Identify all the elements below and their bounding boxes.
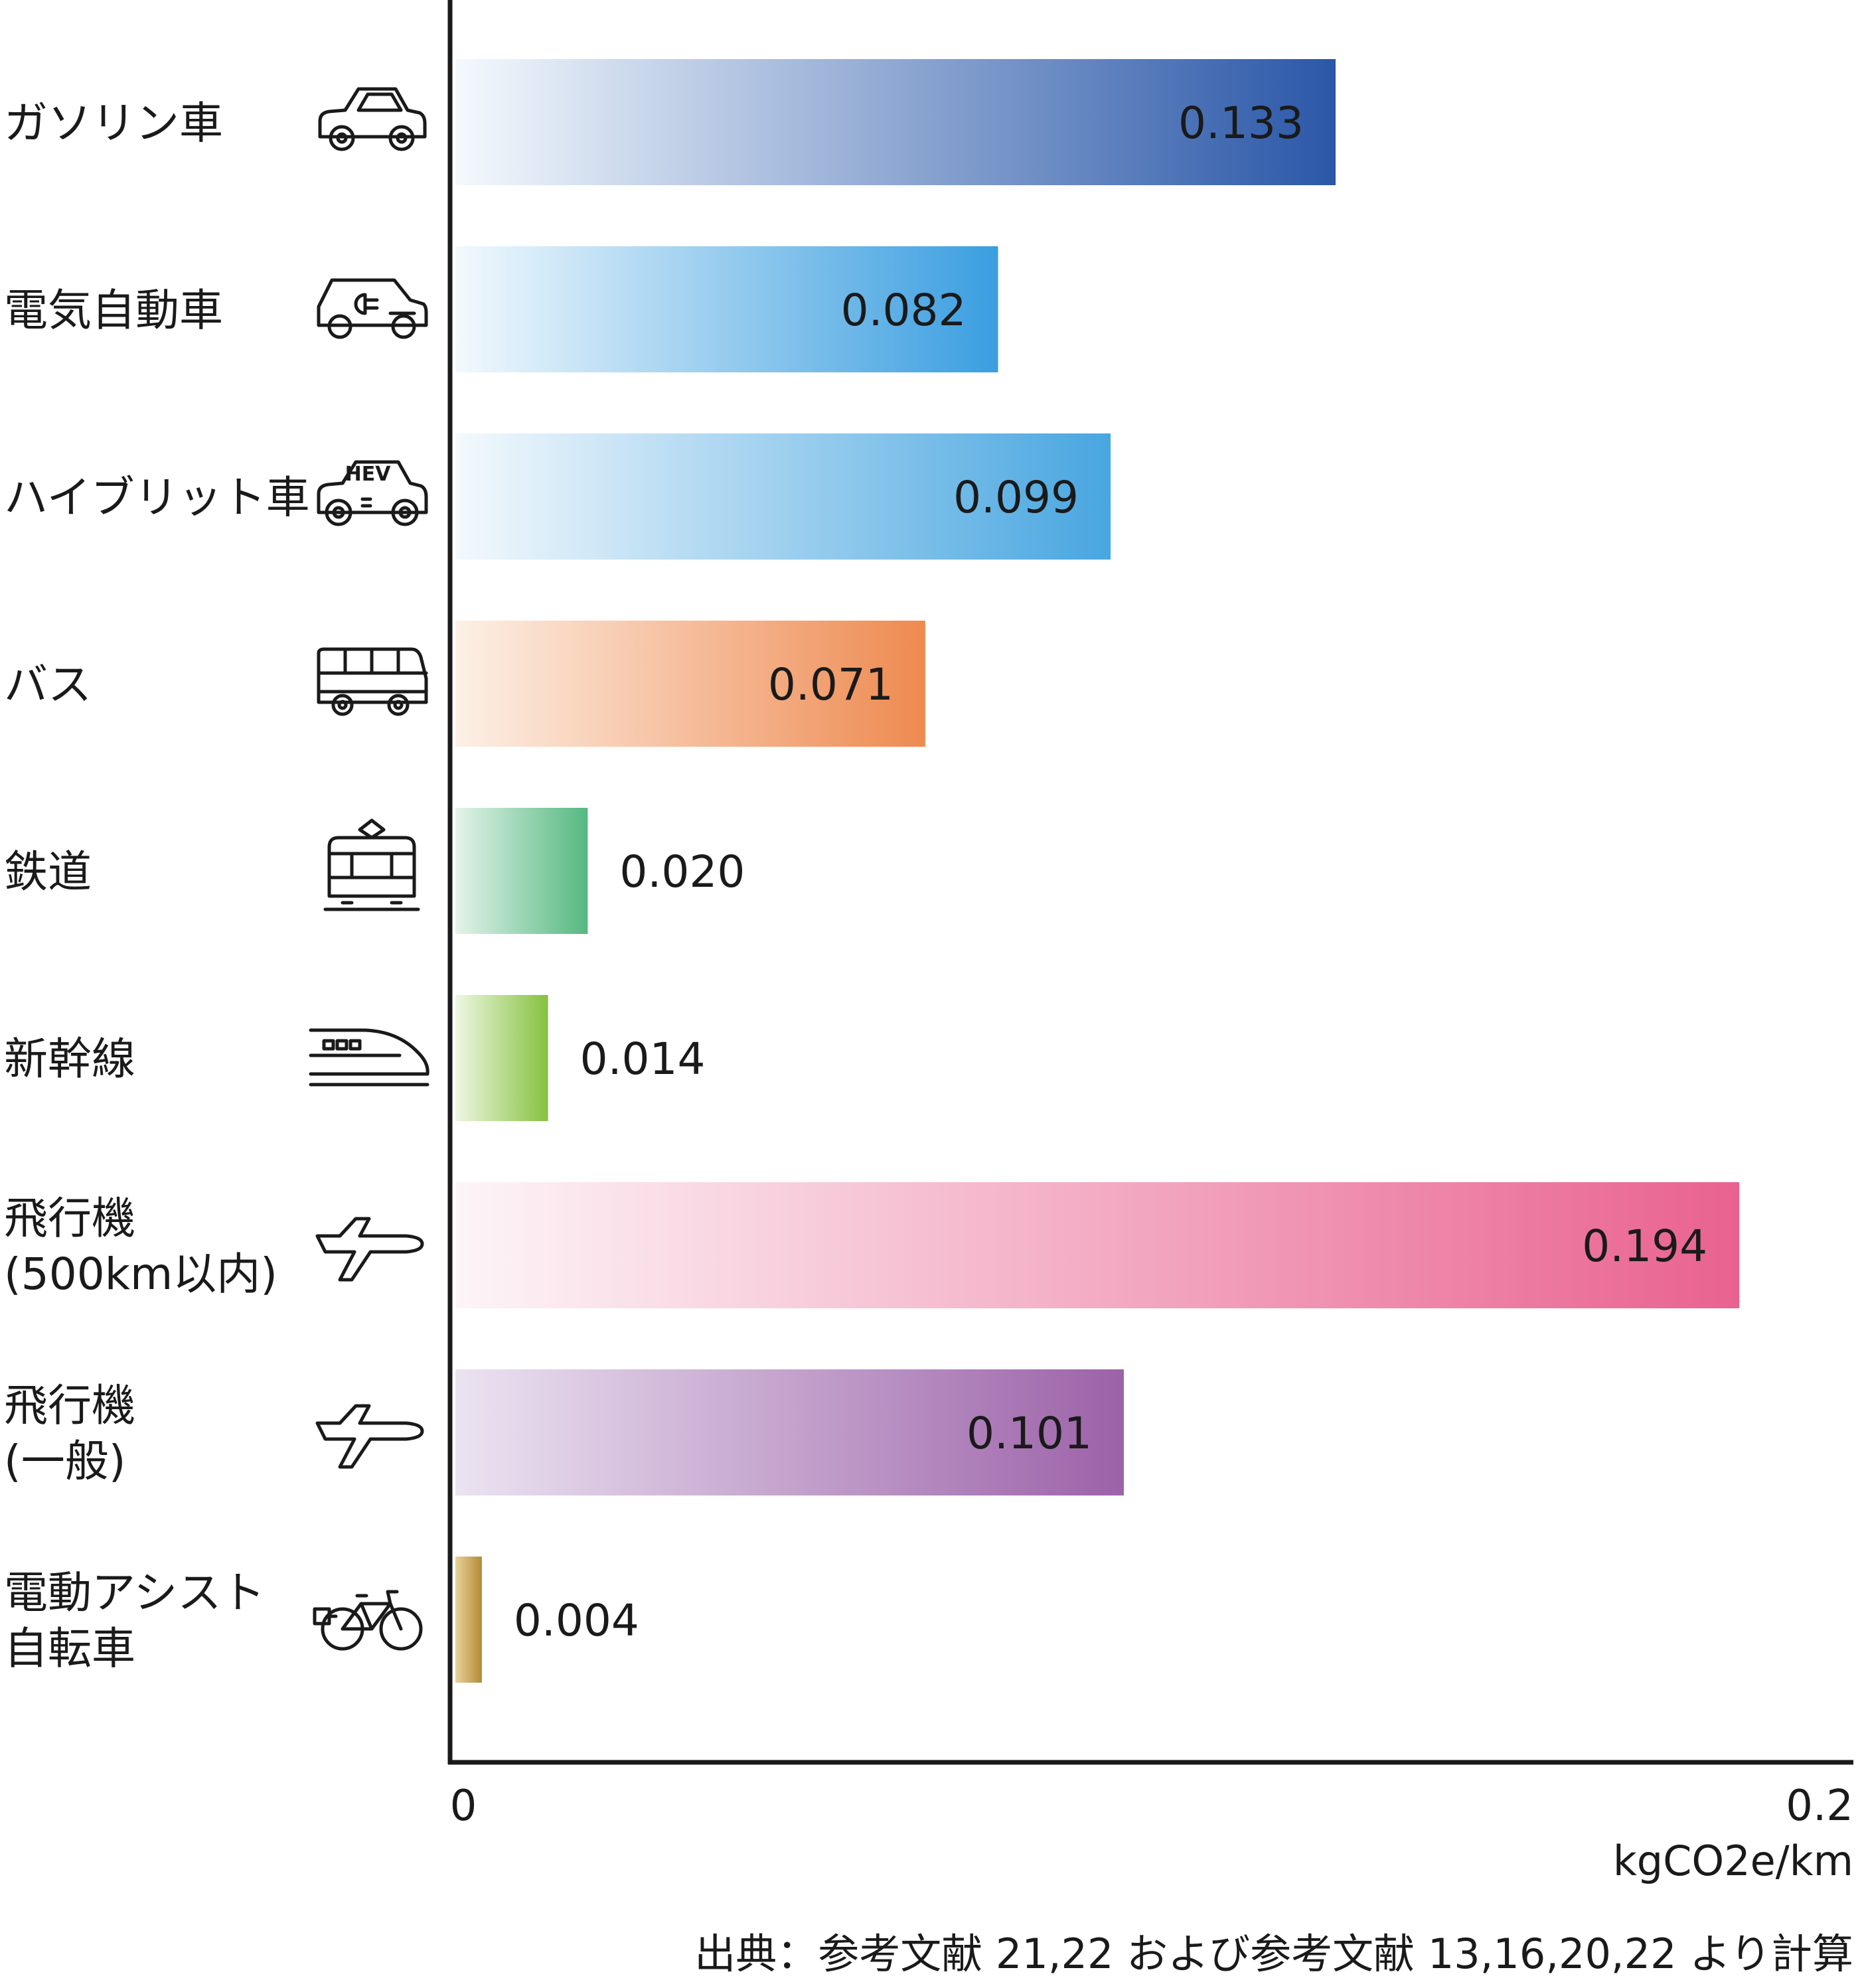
bar-2 (455, 433, 1111, 560)
x-tick-label-0: 0 (450, 1782, 477, 1831)
value-label-5: 0.014 (580, 1033, 706, 1085)
value-label-4: 0.020 (619, 846, 745, 897)
bar-group (455, 59, 1740, 1683)
category-label-6-line-0: 飛行機 (4, 1193, 135, 1244)
x-axis-unit: kgCO2e/km (1613, 1837, 1853, 1885)
category-label-4: 鉄道 (4, 846, 92, 897)
bar-1 (455, 246, 998, 372)
value-label-group: 0.133 0.082 0.099 0.071 0.020 0.014 0.194 0.101… (514, 98, 1707, 1646)
hev-badge-text: HEV (345, 463, 392, 486)
airplane-icon (315, 1404, 424, 1469)
category-label-5: 新幹線 (4, 1033, 135, 1085)
category-label-7-line-0: 飛行機 (4, 1380, 135, 1431)
bar-3 (455, 621, 925, 747)
value-label-0: 0.133 (1178, 98, 1304, 149)
tram-icon (323, 818, 420, 911)
category-label-8-line-0: 電動アシスト (4, 1567, 265, 1618)
category-label-7-line-1: (一般) (4, 1436, 126, 1487)
airplane-icon (315, 1217, 424, 1282)
value-label-1: 0.082 (841, 285, 967, 336)
category-label-2: ハイブリット車 (4, 472, 310, 523)
bar-5 (455, 995, 548, 1121)
category-label-group: ガソリン車電気自動車ハイブリット車バス鉄道新幹線飛行機(500km以内)飛行機(… (4, 98, 310, 1674)
shinkansen-icon (309, 1028, 429, 1087)
x-tick-label-max: 0.2 (1786, 1782, 1853, 1831)
electric-car-icon (317, 278, 428, 339)
value-label-2: 0.099 (953, 472, 1079, 523)
bar-8 (455, 1557, 482, 1683)
source-note: 出典：参考文献 21,22 および参考文献 13,16,20,22 より計算 (694, 1930, 1853, 1978)
bus-icon (317, 647, 428, 716)
bar-0 (455, 59, 1336, 185)
bar-6 (455, 1182, 1740, 1308)
e-bike-icon (313, 1590, 423, 1651)
category-label-8-line-1: 自転車 (4, 1623, 135, 1674)
bar-4 (455, 808, 588, 934)
value-label-8: 0.004 (514, 1595, 639, 1646)
value-label-6: 0.194 (1582, 1221, 1707, 1272)
hybrid-car-icon: HEV (317, 460, 428, 526)
value-label-7: 0.101 (967, 1408, 1092, 1459)
category-label-0: ガソリン車 (4, 98, 223, 149)
category-label-3: バス (4, 659, 92, 710)
category-label-6-line-1: (500km以内) (4, 1249, 277, 1300)
value-label-3: 0.071 (768, 659, 893, 710)
bar-7 (455, 1369, 1124, 1495)
category-label-1: 電気自動車 (4, 285, 223, 336)
icon-group: HEV (309, 87, 429, 1651)
car-icon (318, 87, 427, 151)
